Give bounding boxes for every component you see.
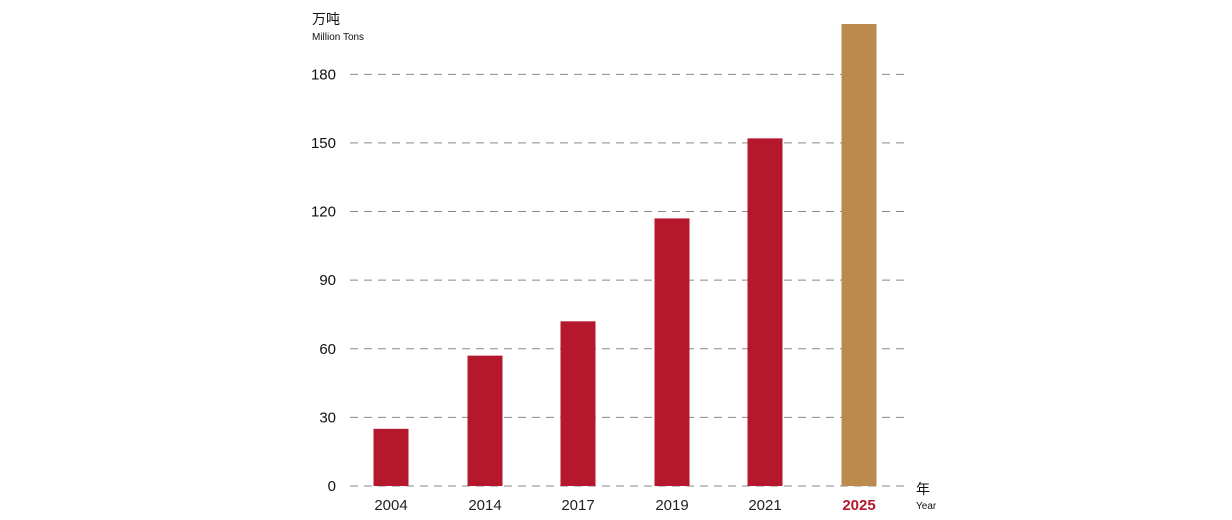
y-axis-ticks: 0 30 60 90 120 150 180 (311, 66, 336, 495)
x-tick-label-2019: 2019 (655, 497, 688, 514)
y-axis-unit-label: 万吨 (312, 12, 340, 28)
x-axis-unit-label: 年 (916, 482, 930, 498)
y-axis-unit-label-english: Million Tons (312, 32, 364, 43)
bar-2004 (373, 428, 409, 486)
x-tick-label-2021: 2021 (748, 497, 781, 514)
bar-2017 (560, 321, 596, 486)
y-tick-label-180: 180 (311, 66, 336, 83)
x-tick-label-2017: 2017 (561, 497, 594, 514)
gridlines (350, 73, 905, 487)
y-tick-label-150: 150 (311, 135, 336, 152)
bar-2025 (841, 24, 877, 486)
x-tick-label-2025: 2025 (842, 497, 875, 514)
bars (373, 24, 877, 486)
bar-2019 (654, 218, 690, 486)
x-axis-unit-label-english: Year (916, 501, 937, 512)
x-tick-label-2014: 2014 (468, 497, 501, 514)
y-tick-label-30: 30 (319, 409, 336, 426)
y-tick-label-120: 120 (311, 204, 336, 221)
x-axis-ticks: 2004 2014 2017 2019 2021 2025 (374, 497, 875, 514)
y-tick-label-0: 0 (328, 478, 336, 495)
x-tick-label-2004: 2004 (374, 497, 407, 514)
y-tick-label-60: 60 (319, 341, 336, 358)
bar-2021 (747, 138, 783, 486)
bar-2014 (467, 355, 503, 486)
y-tick-label-90: 90 (319, 272, 336, 289)
